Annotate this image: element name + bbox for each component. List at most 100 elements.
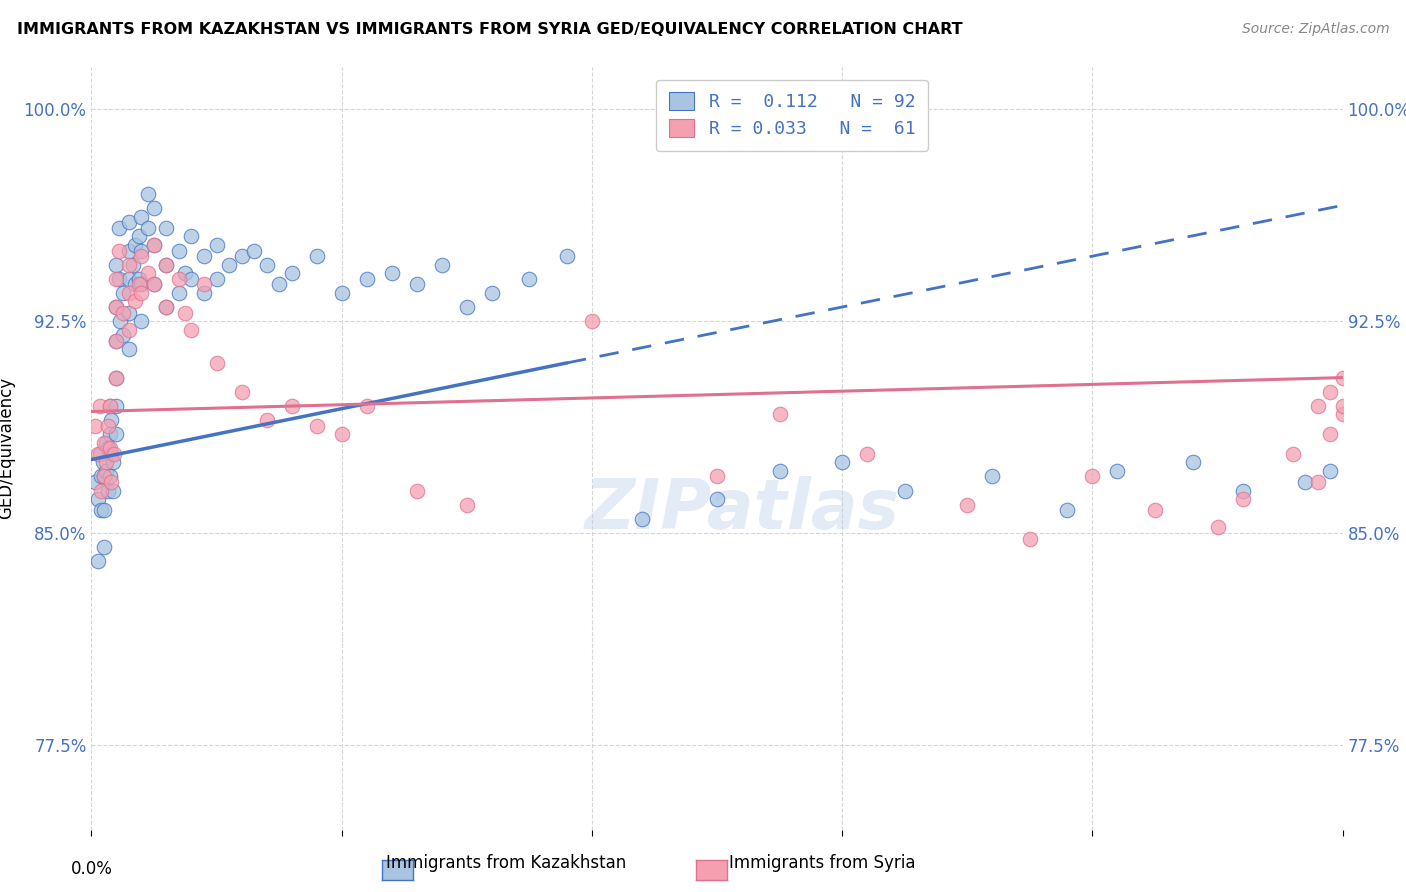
- Point: [155, 258, 177, 272]
- Point: [143, 238, 166, 252]
- Point: [430, 258, 453, 272]
- Point: [131, 249, 153, 263]
- Point: [96, 435, 118, 450]
- Point: [105, 334, 128, 348]
- Text: IMMIGRANTS FROM KAZAKHSTAN VS IMMIGRANTS FROM SYRIA GED/EQUIVALENCY CORRELATION : IMMIGRANTS FROM KAZAKHSTAN VS IMMIGRANTS…: [17, 22, 963, 37]
- Point: [155, 220, 177, 235]
- Point: [167, 244, 190, 258]
- Point: [256, 413, 278, 427]
- Point: [90, 503, 112, 517]
- Point: [96, 455, 118, 469]
- Text: Source: ZipAtlas.com: Source: ZipAtlas.com: [1241, 22, 1389, 37]
- Point: [111, 285, 134, 300]
- Point: [456, 498, 478, 512]
- Point: [118, 323, 141, 337]
- Point: [356, 271, 378, 285]
- Point: [581, 314, 603, 328]
- Point: [405, 277, 427, 292]
- Point: [280, 266, 302, 280]
- Point: [118, 343, 141, 357]
- Point: [305, 418, 328, 433]
- Point: [118, 305, 141, 319]
- Point: [101, 455, 124, 469]
- Point: [1144, 503, 1167, 517]
- Point: [121, 258, 143, 272]
- Point: [330, 427, 353, 442]
- Point: [1294, 475, 1316, 490]
- Point: [93, 469, 115, 483]
- Point: [517, 271, 540, 285]
- Point: [93, 540, 115, 554]
- Point: [118, 258, 141, 272]
- Point: [174, 305, 197, 319]
- Point: [100, 447, 122, 461]
- Y-axis label: GED/Equivalency: GED/Equivalency: [0, 377, 15, 519]
- Point: [143, 277, 166, 292]
- Point: [1331, 407, 1354, 421]
- Point: [98, 399, 121, 413]
- Point: [124, 238, 146, 252]
- Point: [143, 238, 166, 252]
- Point: [174, 266, 197, 280]
- Point: [1281, 447, 1303, 461]
- Point: [111, 328, 134, 343]
- Text: Immigrants from Syria: Immigrants from Syria: [730, 855, 915, 872]
- Point: [128, 271, 150, 285]
- Point: [143, 201, 166, 215]
- Point: [143, 277, 166, 292]
- Point: [86, 554, 108, 568]
- Point: [108, 271, 131, 285]
- Text: 0.0%: 0.0%: [70, 860, 112, 878]
- Point: [103, 447, 125, 461]
- Point: [231, 384, 253, 399]
- Point: [118, 215, 141, 229]
- Point: [481, 285, 503, 300]
- Point: [1181, 455, 1204, 469]
- Point: [456, 300, 478, 314]
- Point: [330, 285, 353, 300]
- Point: [98, 427, 121, 442]
- Point: [180, 271, 202, 285]
- Point: [100, 475, 122, 490]
- Point: [90, 483, 112, 498]
- Point: [280, 399, 302, 413]
- Point: [894, 483, 917, 498]
- Point: [956, 498, 979, 512]
- Point: [356, 399, 378, 413]
- Point: [105, 271, 128, 285]
- Point: [108, 220, 131, 235]
- Point: [155, 258, 177, 272]
- Text: ZIPatlas: ZIPatlas: [585, 475, 900, 542]
- Point: [100, 413, 122, 427]
- Point: [831, 455, 853, 469]
- Point: [405, 483, 427, 498]
- Point: [96, 464, 118, 478]
- Point: [856, 447, 879, 461]
- Point: [193, 285, 215, 300]
- Point: [1306, 475, 1329, 490]
- Point: [98, 469, 121, 483]
- Point: [1331, 399, 1354, 413]
- Point: [98, 442, 121, 455]
- Point: [118, 271, 141, 285]
- Point: [1232, 483, 1254, 498]
- Point: [105, 300, 128, 314]
- Point: [555, 249, 578, 263]
- Point: [108, 314, 131, 328]
- Text: Immigrants from Kazakhstan: Immigrants from Kazakhstan: [387, 855, 626, 872]
- Point: [105, 258, 128, 272]
- Point: [155, 300, 177, 314]
- Point: [97, 483, 120, 498]
- Point: [105, 370, 128, 384]
- Point: [131, 210, 153, 224]
- Legend: R =  0.112   N = 92, R = 0.033   N =  61: R = 0.112 N = 92, R = 0.033 N = 61: [657, 79, 928, 151]
- Point: [131, 314, 153, 328]
- Point: [1319, 384, 1341, 399]
- Point: [167, 285, 190, 300]
- Point: [631, 512, 654, 526]
- Point: [1232, 492, 1254, 507]
- Point: [93, 469, 115, 483]
- Point: [1319, 464, 1341, 478]
- Point: [1018, 532, 1040, 546]
- Point: [84, 418, 107, 433]
